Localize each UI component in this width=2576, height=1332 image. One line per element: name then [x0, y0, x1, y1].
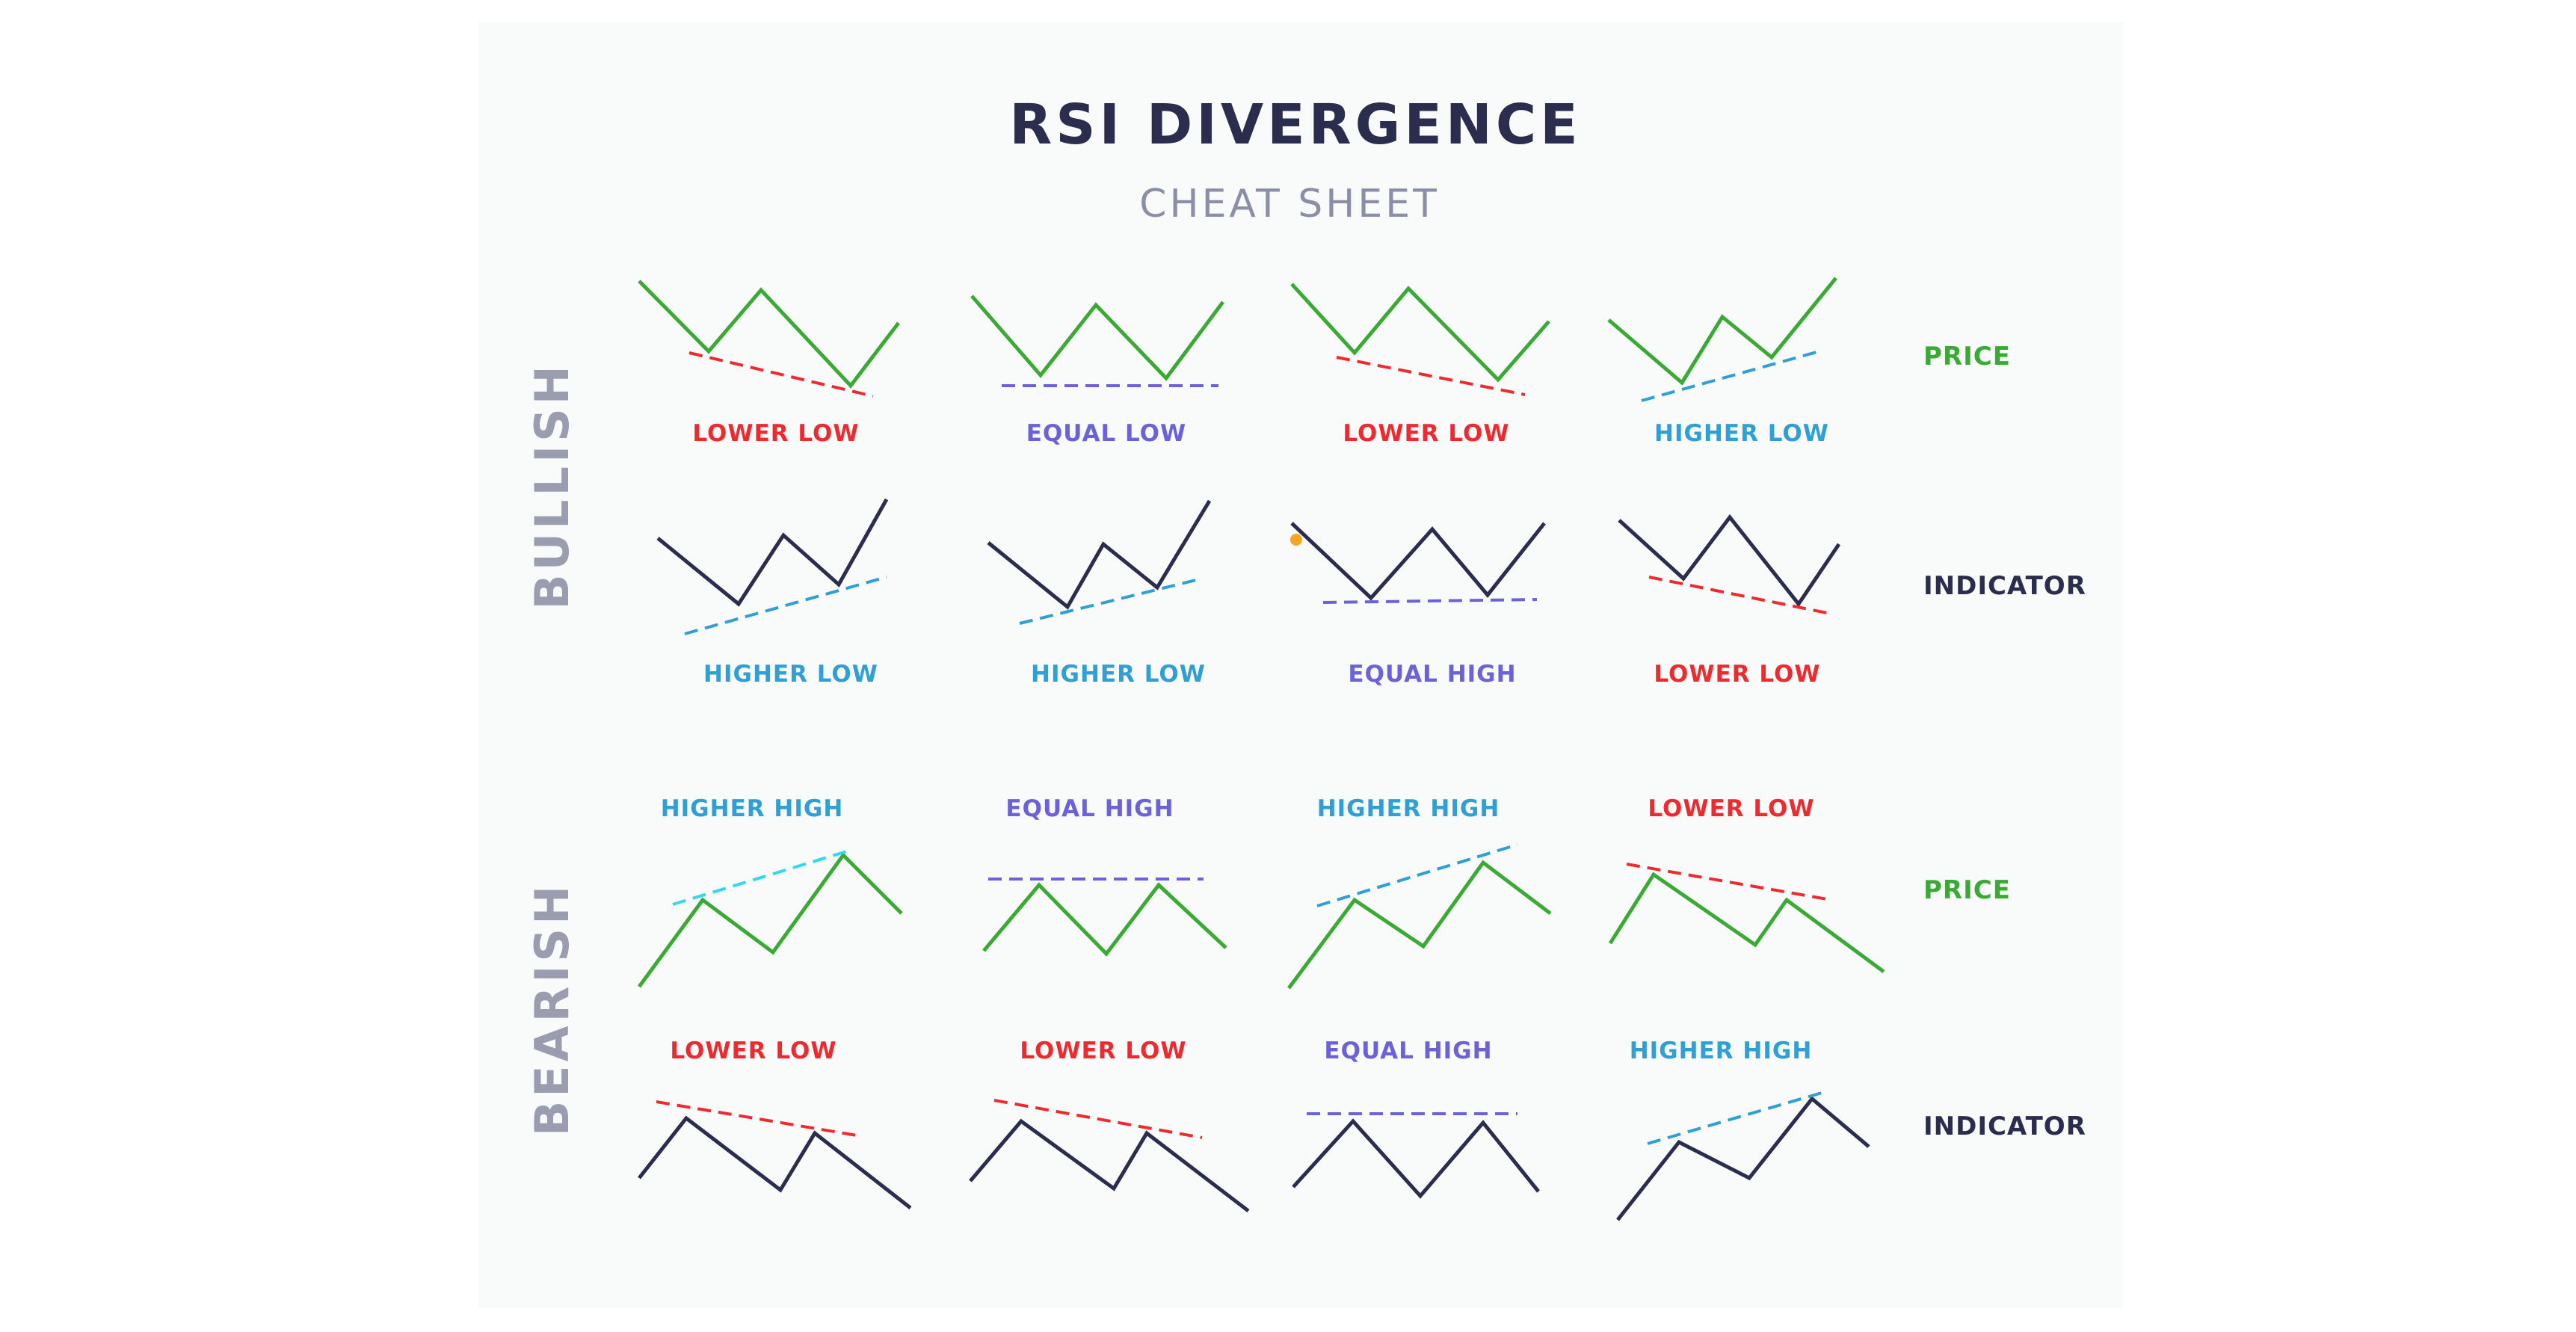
- bearish-price-labels: HIGHER HIGH EQUAL HIGH HIGHER HIGH LOWER…: [661, 795, 1814, 822]
- pattern-label: EQUAL LOW: [1026, 420, 1186, 447]
- bearish-price-pattern-4: [1608, 863, 1885, 974]
- trend-line-higher-high: [1647, 1090, 1828, 1145]
- bullish-price-pattern-4: [1607, 277, 1837, 402]
- bullish-price-pattern-2: [970, 295, 1225, 387]
- price-zigzag: [1608, 872, 1885, 974]
- bullish-indicator-pattern-3: [1290, 522, 1546, 604]
- pattern-label: LOWER LOW: [670, 1037, 836, 1064]
- pattern-label: EQUAL HIGH: [1324, 1037, 1492, 1064]
- bullish-indicator-row: [656, 498, 1841, 635]
- bearish-price-pattern-2: [982, 878, 1227, 957]
- trend-line-equal-high: [1322, 598, 1538, 604]
- row-label-bullish-indicator: INDICATOR: [1923, 571, 2086, 601]
- pattern-label: LOWER LOW: [1343, 420, 1509, 447]
- trend-line-lower-low: [656, 1100, 862, 1138]
- indicator-zigzag: [987, 499, 1212, 610]
- bearish-indicator-pattern-1: [638, 1100, 912, 1209]
- price-zigzag: [1287, 860, 1552, 990]
- indicator-zigzag: [656, 498, 889, 607]
- pattern-label: LOWER LOW: [692, 420, 859, 447]
- pattern-label: HIGHER LOW: [1031, 661, 1206, 688]
- indicator-zigzag: [1618, 514, 1841, 608]
- bearish-indicator-pattern-2: [969, 1099, 1250, 1212]
- indicator-zigzag: [1616, 1096, 1870, 1221]
- bullish-price-pattern-1: [638, 280, 900, 398]
- bearish-price-pattern-3: [1287, 843, 1552, 990]
- section-label-bearish: BEARISH: [525, 882, 579, 1136]
- trend-line-higher-low: [1019, 577, 1203, 625]
- trend-line-lower-low: [993, 1099, 1203, 1139]
- bullish-price-pattern-3: [1290, 283, 1550, 396]
- price-zigzag: [970, 295, 1225, 381]
- row-label-bullish-price: PRICE: [1923, 342, 2011, 371]
- marker-dot: [1290, 534, 1302, 546]
- price-zigzag: [637, 852, 903, 988]
- pattern-label: LOWER LOW: [1648, 795, 1814, 822]
- trend-line-higher-high: [672, 849, 850, 906]
- bearish-indicator-pattern-4: [1616, 1090, 1870, 1221]
- pattern-label: HIGHER HIGH: [1630, 1037, 1813, 1064]
- trend-line-lower-low: [1626, 863, 1832, 901]
- bearish-indicator-row: [638, 1090, 1870, 1221]
- indicator-zigzag: [638, 1115, 912, 1209]
- bullish-indicator-pattern-2: [987, 499, 1212, 625]
- indicator-zigzag: [1292, 1118, 1540, 1199]
- bullish-price-row: [638, 277, 1837, 402]
- bearish-price-pattern-1: [637, 849, 903, 988]
- trend-line-lower-low: [1336, 356, 1526, 396]
- section-label-bullish: BULLISH: [525, 362, 579, 609]
- pattern-label: LOWER LOW: [1654, 661, 1820, 688]
- page-subtitle: CHEAT SHEET: [1139, 182, 1440, 226]
- price-zigzag: [638, 280, 900, 389]
- cheat-sheet-card: [478, 22, 2123, 1308]
- bearish-indicator-labels: LOWER LOW LOWER LOW EQUAL HIGH HIGHER HI…: [670, 1037, 1813, 1064]
- trend-line-lower-low: [1648, 576, 1828, 614]
- bullish-indicator-labels: HIGHER LOW HIGHER LOW EQUAL HIGH LOWER L…: [703, 661, 1820, 688]
- pattern-label: HIGHER LOW: [1654, 420, 1829, 447]
- price-zigzag: [982, 882, 1227, 957]
- bullish-price-labels: LOWER LOW EQUAL LOW LOWER LOW HIGHER LOW: [692, 420, 1829, 447]
- bullish-indicator-pattern-4: [1618, 514, 1841, 614]
- pattern-label: HIGHER LOW: [703, 661, 878, 688]
- trend-line-higher-low: [1641, 350, 1820, 402]
- row-label-bearish-indicator: INDICATOR: [1923, 1111, 2086, 1141]
- page-title: RSI DIVERGENCE: [1009, 93, 1581, 157]
- bullish-indicator-pattern-1: [656, 498, 889, 635]
- pattern-label: HIGHER HIGH: [1317, 795, 1500, 822]
- row-label-bearish-price: PRICE: [1923, 875, 2011, 905]
- indicator-zigzag: [1290, 522, 1546, 601]
- pattern-label: LOWER LOW: [1020, 1037, 1186, 1064]
- pattern-label: EQUAL HIGH: [1005, 795, 1174, 822]
- trend-line-lower-low: [688, 351, 874, 398]
- pattern-label: EQUAL HIGH: [1348, 661, 1516, 688]
- trend-line-higher-high: [1316, 843, 1518, 907]
- indicator-zigzag: [969, 1118, 1250, 1212]
- price-zigzag: [1607, 277, 1837, 386]
- trend-line-higher-low: [684, 576, 887, 635]
- pattern-label: HIGHER HIGH: [661, 795, 844, 822]
- price-zigzag: [1290, 283, 1550, 383]
- bearish-indicator-pattern-3: [1292, 1112, 1540, 1199]
- bearish-price-row: [637, 843, 1885, 990]
